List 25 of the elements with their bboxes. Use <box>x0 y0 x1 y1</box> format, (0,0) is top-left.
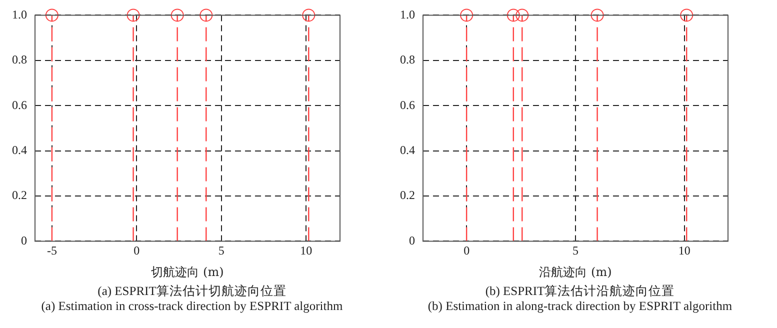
y-tick-label: 0.6 <box>12 98 27 112</box>
x-tick-label: 10 <box>678 244 690 258</box>
x-tick-label: 0 <box>134 244 140 258</box>
y-tick-label: 0 <box>21 233 27 248</box>
y-tick-label: 1.0 <box>400 7 415 22</box>
x-axis-title: 切航迹向 (m) <box>151 264 224 279</box>
x-tick-label: 10 <box>300 244 312 258</box>
x-tick-label: 5 <box>218 244 224 258</box>
y-tick-label: 0 <box>409 233 415 248</box>
x-tick-label: -5 <box>46 244 57 258</box>
y-tick-label: 0.2 <box>400 188 415 202</box>
y-tick-label: 0.2 <box>12 188 27 202</box>
text: (b) ESPRIT算法估计沿航迹向位置 <box>484 284 676 299</box>
text: (a) Estimation in cross-track direction by ESPRIT algorithm <box>40 299 344 314</box>
x-tick-label: 5 <box>572 244 578 258</box>
y-tick-label: 0.6 <box>400 98 415 112</box>
text: (a) ESPRIT算法估计切航迹向位置 <box>96 284 288 299</box>
y-tick-label: 0.4 <box>400 142 415 157</box>
y-tick-label: 1.0 <box>12 7 27 22</box>
x-tick-label: 0 <box>464 244 470 258</box>
y-tick-label: 0.4 <box>12 142 27 157</box>
x-axis-title: 沿航迹向 (m) <box>539 264 612 279</box>
y-tick-label: 0.8 <box>12 52 27 67</box>
y-tick-label: 0.8 <box>400 52 415 67</box>
text: (b) Estimation in along-track direction by ESPRIT algorithm <box>426 299 734 314</box>
